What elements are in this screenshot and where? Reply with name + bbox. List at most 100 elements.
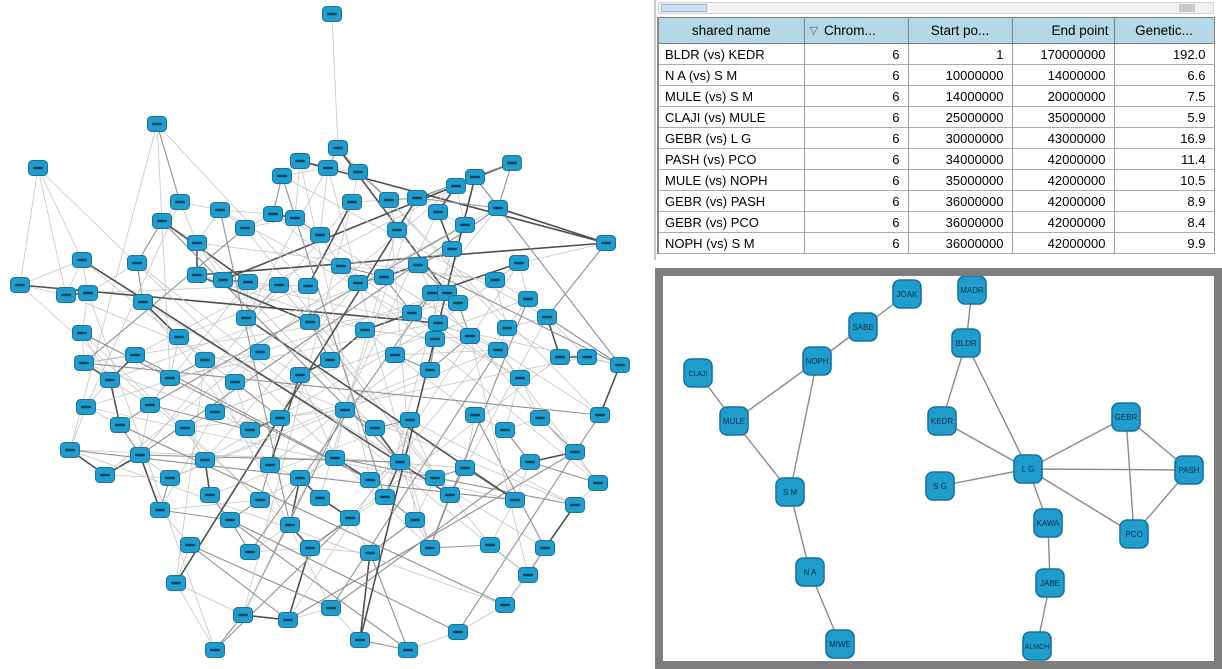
network-node[interactable] [187, 267, 207, 283]
network-node-joak[interactable]: JOAK [892, 279, 922, 309]
network-node[interactable] [465, 407, 485, 423]
network-node-shape[interactable] [925, 471, 955, 501]
network-node-madr[interactable]: MADR [957, 276, 987, 305]
table-cell[interactable]: 170000000 [1012, 43, 1115, 65]
network-node-shape[interactable] [1119, 519, 1149, 549]
filter-funnel-icon[interactable]: ▽ [809, 25, 818, 37]
table-cell[interactable]: 42000000 [1012, 148, 1115, 170]
network-node[interactable] [530, 410, 550, 426]
network-node-sabe[interactable]: SABE [848, 312, 878, 342]
network-node[interactable] [596, 235, 616, 251]
network-node-shape[interactable] [795, 557, 825, 587]
column-header-start-po-[interactable]: Start po... [908, 17, 1013, 44]
network-node-miwe[interactable]: MIWE [825, 629, 855, 659]
table-cell[interactable]: 20000000 [1012, 85, 1115, 107]
table-row[interactable]: GEBR (vs) L G 6 30000000 43000000 16.9 [658, 127, 1215, 149]
network-node[interactable] [250, 492, 270, 508]
network-node-noph[interactable]: NOPH [802, 346, 832, 376]
network-node[interactable] [577, 349, 597, 365]
filtered-network-panel[interactable]: JOAK MADR SABE BLDR NOPH CLAJI MULE KEDR GEBR L G… [655, 268, 1222, 669]
network-node[interactable] [420, 362, 440, 378]
network-node-mule[interactable]: MULE [719, 406, 749, 436]
network-node-shape[interactable] [1035, 568, 1065, 598]
network-node[interactable] [398, 642, 418, 658]
network-node[interactable] [402, 305, 422, 321]
network-node[interactable] [588, 475, 608, 491]
network-node[interactable] [488, 342, 508, 358]
column-header-shared-name[interactable]: shared name [658, 17, 805, 44]
network-node-gebr[interactable]: GEBR [1111, 402, 1141, 432]
network-node[interactable] [480, 537, 500, 553]
network-node[interactable] [205, 404, 225, 420]
table-row[interactable]: N A (vs) S M 6 10000000 14000000 6.6 [658, 64, 1215, 86]
network-node-shape[interactable] [775, 477, 805, 507]
table-row[interactable]: PASH (vs) PCO 6 34000000 42000000 11.4 [658, 148, 1215, 170]
network-node-shape[interactable] [1111, 402, 1141, 432]
network-node[interactable] [236, 310, 256, 326]
table-cell[interactable]: 35000000 [1012, 106, 1115, 128]
network-node[interactable] [130, 447, 150, 463]
network-node[interactable] [509, 255, 529, 271]
network-node[interactable] [235, 220, 255, 236]
network-node[interactable] [310, 490, 330, 506]
table-cell[interactable]: 14000000 [1012, 64, 1115, 86]
network-node[interactable] [321, 600, 341, 616]
network-node[interactable] [195, 352, 215, 368]
table-cell[interactable]: N A (vs) S M [658, 64, 805, 86]
network-node[interactable] [495, 597, 515, 613]
network-node[interactable] [505, 492, 525, 508]
table-cell[interactable]: 6 [804, 211, 909, 233]
network-node[interactable] [408, 257, 428, 273]
network-node[interactable] [213, 272, 233, 288]
network-node[interactable] [342, 194, 362, 210]
network-node[interactable] [365, 420, 385, 436]
network-node[interactable] [420, 540, 440, 556]
network-node[interactable] [60, 442, 80, 458]
network-node[interactable] [72, 252, 92, 268]
network-node-kedr[interactable]: KEDR [927, 406, 957, 436]
table-cell[interactable]: 8.9 [1114, 190, 1215, 212]
network-node[interactable] [100, 372, 120, 388]
network-node[interactable] [455, 217, 475, 233]
network-node[interactable] [502, 155, 522, 171]
network-node[interactable] [150, 502, 170, 518]
network-node[interactable] [465, 169, 485, 185]
network-node[interactable] [205, 642, 225, 658]
network-node[interactable] [169, 329, 189, 345]
table-cell[interactable]: 43000000 [1012, 127, 1115, 149]
network-node-shape[interactable] [683, 358, 713, 388]
table-cell[interactable]: 5.9 [1114, 106, 1215, 128]
network-node[interactable] [76, 399, 96, 415]
network-node[interactable] [28, 160, 48, 176]
table-cell[interactable]: MULE (vs) S M [658, 85, 805, 107]
table-cell[interactable]: 6 [804, 190, 909, 212]
network-node[interactable] [74, 355, 94, 371]
table-row[interactable]: GEBR (vs) PASH 6 36000000 42000000 8.9 [658, 190, 1215, 212]
table-cell[interactable]: NOPH (vs) S M [658, 232, 805, 254]
network-node[interactable] [405, 512, 425, 528]
network-node[interactable] [348, 164, 368, 180]
table-cell[interactable]: 35000000 [908, 169, 1013, 191]
network-node[interactable] [272, 168, 292, 184]
table-cell[interactable]: 42000000 [1012, 211, 1115, 233]
network-node[interactable] [535, 540, 555, 556]
network-node-bldr[interactable]: BLDR [951, 328, 981, 358]
table-cell[interactable]: GEBR (vs) PCO [658, 211, 805, 233]
table-cell[interactable]: 42000000 [1012, 232, 1115, 254]
network-node[interactable] [335, 402, 355, 418]
network-node[interactable] [200, 487, 220, 503]
table-row[interactable]: NOPH (vs) S M 6 36000000 42000000 9.9 [658, 232, 1215, 254]
table-cell[interactable]: 6 [804, 64, 909, 86]
network-node-shape[interactable] [825, 629, 855, 659]
network-node[interactable] [610, 357, 630, 373]
network-node[interactable] [518, 291, 538, 307]
main-network-canvas[interactable] [0, 0, 655, 669]
filtered-network-canvas[interactable]: JOAK MADR SABE BLDR NOPH CLAJI MULE KEDR GEBR L G… [663, 276, 1214, 661]
network-node[interactable] [225, 374, 245, 390]
network-node[interactable] [390, 454, 410, 470]
network-node[interactable] [269, 277, 289, 293]
table-row[interactable]: GEBR (vs) PCO 6 36000000 42000000 8.4 [658, 211, 1215, 233]
network-node[interactable] [446, 178, 466, 194]
scrollbar-thumb[interactable] [661, 4, 707, 12]
table-row[interactable]: MULE (vs) S M 6 14000000 20000000 7.5 [658, 85, 1215, 107]
